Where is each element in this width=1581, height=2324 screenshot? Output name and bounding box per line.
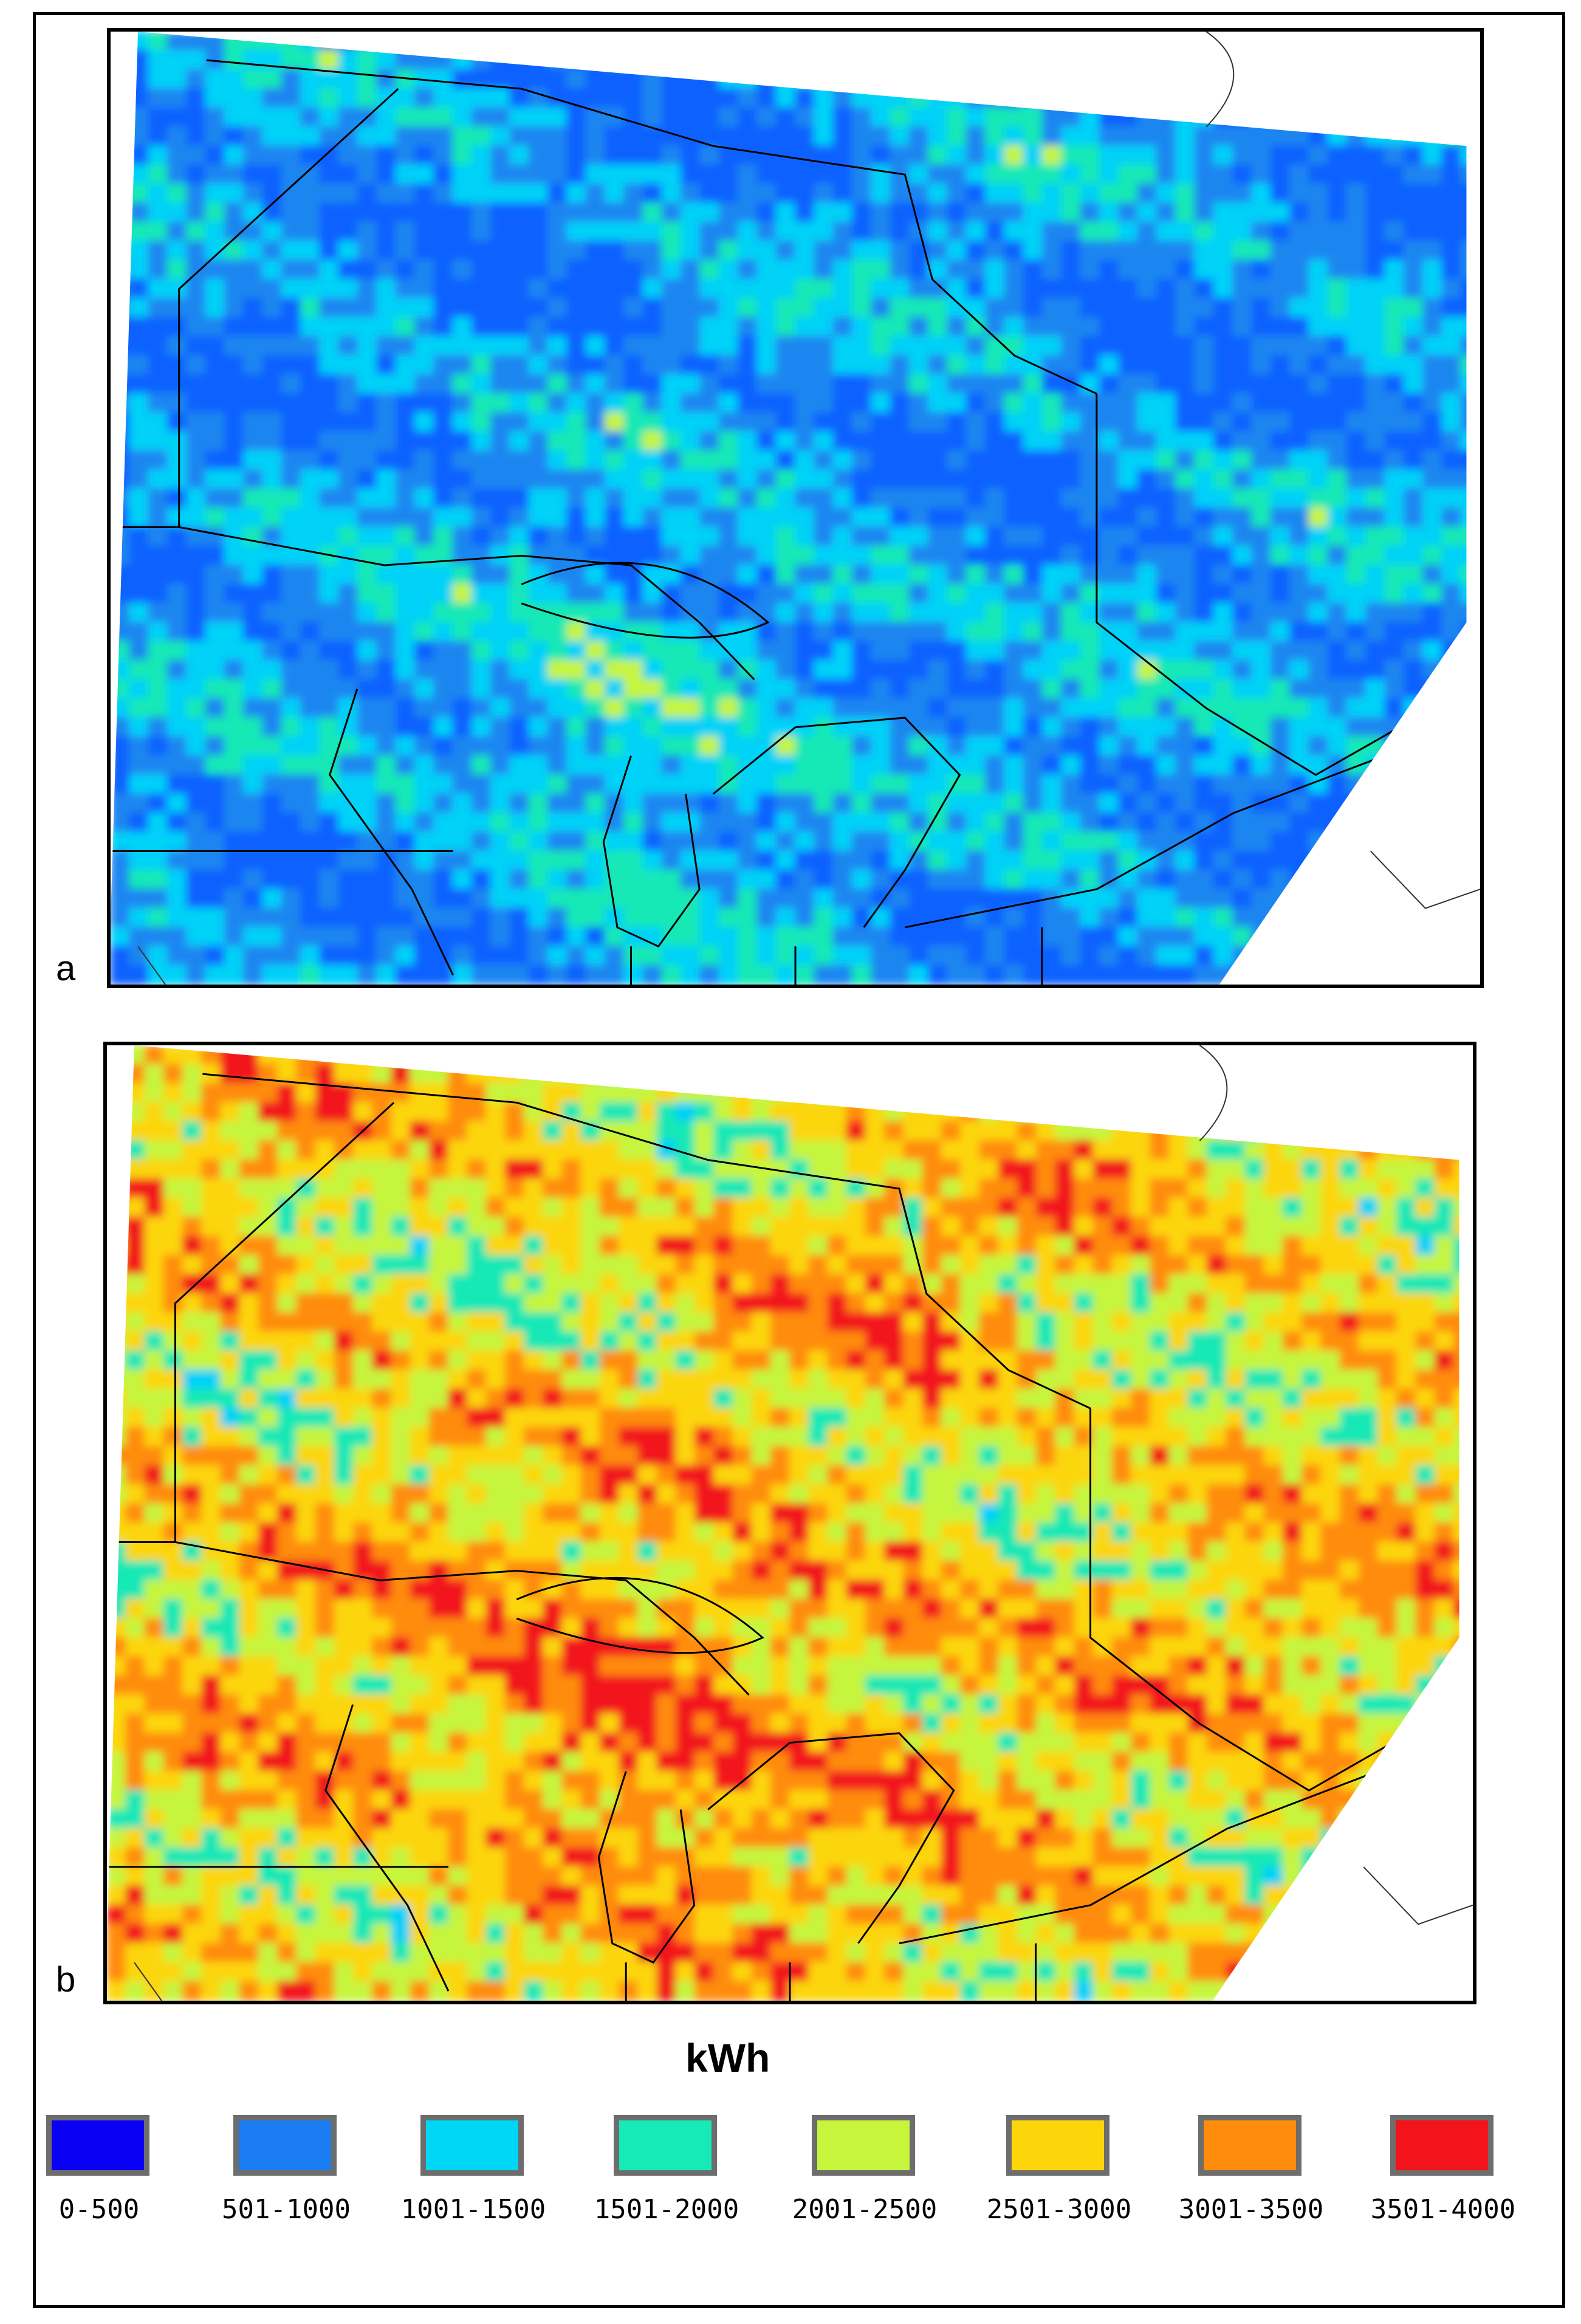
- legend-swatch: [614, 2115, 717, 2176]
- legend-swatch: [1006, 2115, 1109, 2176]
- legend-item: 3501-4000: [1371, 2115, 1515, 2236]
- legend-item: 1501-2000: [594, 2115, 739, 2236]
- legend-label: 3501-4000: [1370, 2194, 1516, 2225]
- map-panel-a: [107, 28, 1484, 988]
- legend-label: 3001-3500: [1178, 2194, 1324, 2225]
- legend-label: 2501-3000: [986, 2194, 1132, 2225]
- panel-label-a: a: [56, 949, 76, 988]
- legend-swatch: [1198, 2115, 1301, 2176]
- legend-label: 1501-2000: [594, 2194, 739, 2225]
- legend-item: 1001-1500: [401, 2115, 546, 2236]
- legend-item: 2501-3000: [987, 2115, 1131, 2236]
- legend-item: 501-1000: [222, 2115, 351, 2236]
- outer-context-lines: [137, 32, 1480, 985]
- legend-item: 2001-2500: [792, 2115, 937, 2236]
- energy-map-a: [111, 32, 1480, 985]
- legend-unit-title: kWh: [685, 2035, 770, 2080]
- legend-swatch: [46, 2115, 149, 2176]
- boundary-lines: [111, 59, 1467, 985]
- legend-swatch: [812, 2115, 915, 2176]
- figure-frame: [33, 12, 1565, 2308]
- panel-label-b: b: [56, 1960, 76, 1999]
- map-panel-b: [103, 1042, 1476, 2004]
- energy-map-b: [107, 1045, 1473, 2001]
- legend-label: 501-1000: [222, 2194, 351, 2225]
- energy-field: [107, 1045, 1459, 2001]
- boundary-lines: [107, 1073, 1459, 2001]
- legend-item: 3001-3500: [1179, 2115, 1323, 2236]
- legend-swatch: [1390, 2115, 1494, 2176]
- outer-context-lines: [134, 1045, 1473, 2001]
- legend-swatch: [233, 2115, 337, 2176]
- legend-item: 0-500: [43, 2115, 156, 2236]
- legend-label: 1001-1500: [400, 2194, 546, 2225]
- legend-label: 2001-2500: [792, 2194, 938, 2225]
- legend-swatch: [420, 2115, 524, 2176]
- energy-field: [111, 32, 1467, 985]
- legend-label: 0-500: [58, 2194, 140, 2225]
